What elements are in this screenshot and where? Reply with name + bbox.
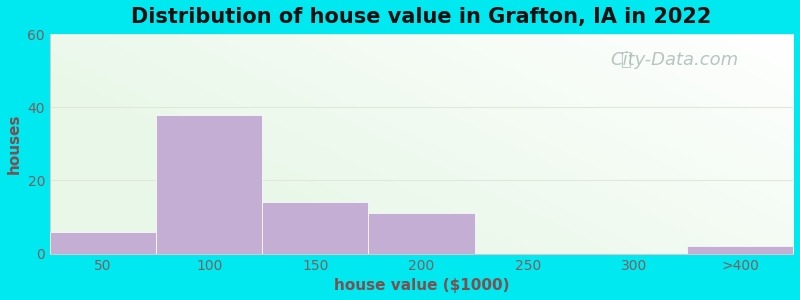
X-axis label: house value ($1000): house value ($1000)	[334, 278, 510, 293]
Bar	[156, 115, 262, 254]
Text: Ⓠ: Ⓠ	[621, 51, 631, 69]
Text: City-Data.com: City-Data.com	[610, 51, 738, 69]
Y-axis label: houses: houses	[7, 114, 22, 174]
Bar	[50, 232, 156, 253]
Title: Distribution of house value in Grafton, IA in 2022: Distribution of house value in Grafton, …	[131, 7, 712, 27]
Bar	[687, 246, 793, 254]
Bar	[262, 202, 369, 253]
Bar	[369, 213, 474, 254]
